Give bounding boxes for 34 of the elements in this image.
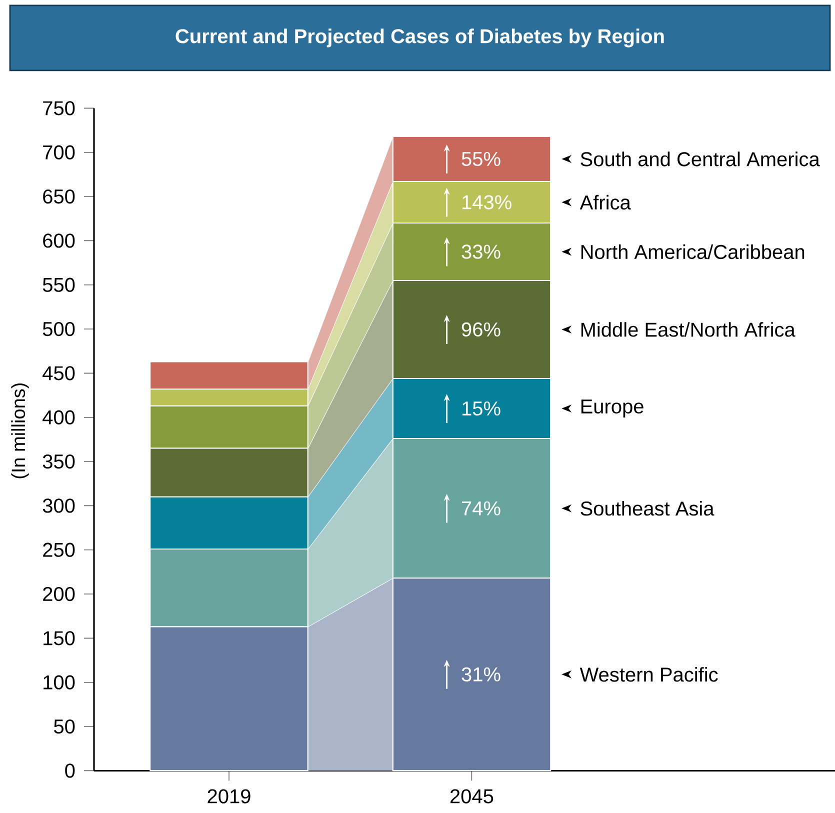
chart-title: Current and Projected Cases of Diabetes by Region bbox=[176, 28, 664, 48]
y-tick-label: 750 bbox=[43, 101, 75, 116]
annotation: 96% bbox=[462, 322, 500, 337]
series-label: Middle East/North Africa bbox=[581, 322, 796, 337]
y-tick-label: 250 bbox=[43, 542, 75, 557]
annotation: 143% bbox=[462, 195, 512, 210]
x-tick-label: 2045 bbox=[450, 789, 494, 804]
series-label: Western Pacific bbox=[580, 667, 718, 682]
annotation: 74% bbox=[462, 501, 500, 516]
y-tick-label: 650 bbox=[43, 189, 75, 204]
y-tick-label: 450 bbox=[42, 366, 75, 380]
y-tick-label: 300 bbox=[42, 498, 75, 513]
x-tick-label: 2019 bbox=[208, 789, 250, 804]
y-tick-label: 700 bbox=[43, 145, 75, 160]
y-tick-label: 600 bbox=[43, 234, 75, 248]
series-label: Southeast Asia bbox=[580, 500, 714, 516]
y-tick-label: 200 bbox=[43, 586, 75, 602]
annotation: 15% bbox=[462, 401, 500, 416]
annotation: 55% bbox=[462, 152, 500, 166]
annotation: 33% bbox=[462, 244, 500, 259]
series-label: South and Central America bbox=[580, 152, 820, 166]
y-tick-label: 150 bbox=[44, 631, 75, 646]
y-axis-title: (In millions) bbox=[11, 383, 29, 478]
y-tick-label: 100 bbox=[44, 675, 75, 690]
annotation: 31% bbox=[462, 667, 500, 682]
y-tick-label: 0 bbox=[65, 764, 75, 778]
y-tick-label: 50 bbox=[54, 719, 75, 734]
series-label: Africa bbox=[580, 194, 631, 210]
y-tick-label: 550 bbox=[42, 278, 75, 292]
y-tick-label: 350 bbox=[42, 454, 75, 469]
series-label: Europe bbox=[581, 400, 644, 418]
y-tick-label: 400 bbox=[42, 410, 75, 424]
y-tick-label: 500 bbox=[42, 322, 75, 336]
series-label: North America/Caribbean bbox=[581, 244, 804, 260]
